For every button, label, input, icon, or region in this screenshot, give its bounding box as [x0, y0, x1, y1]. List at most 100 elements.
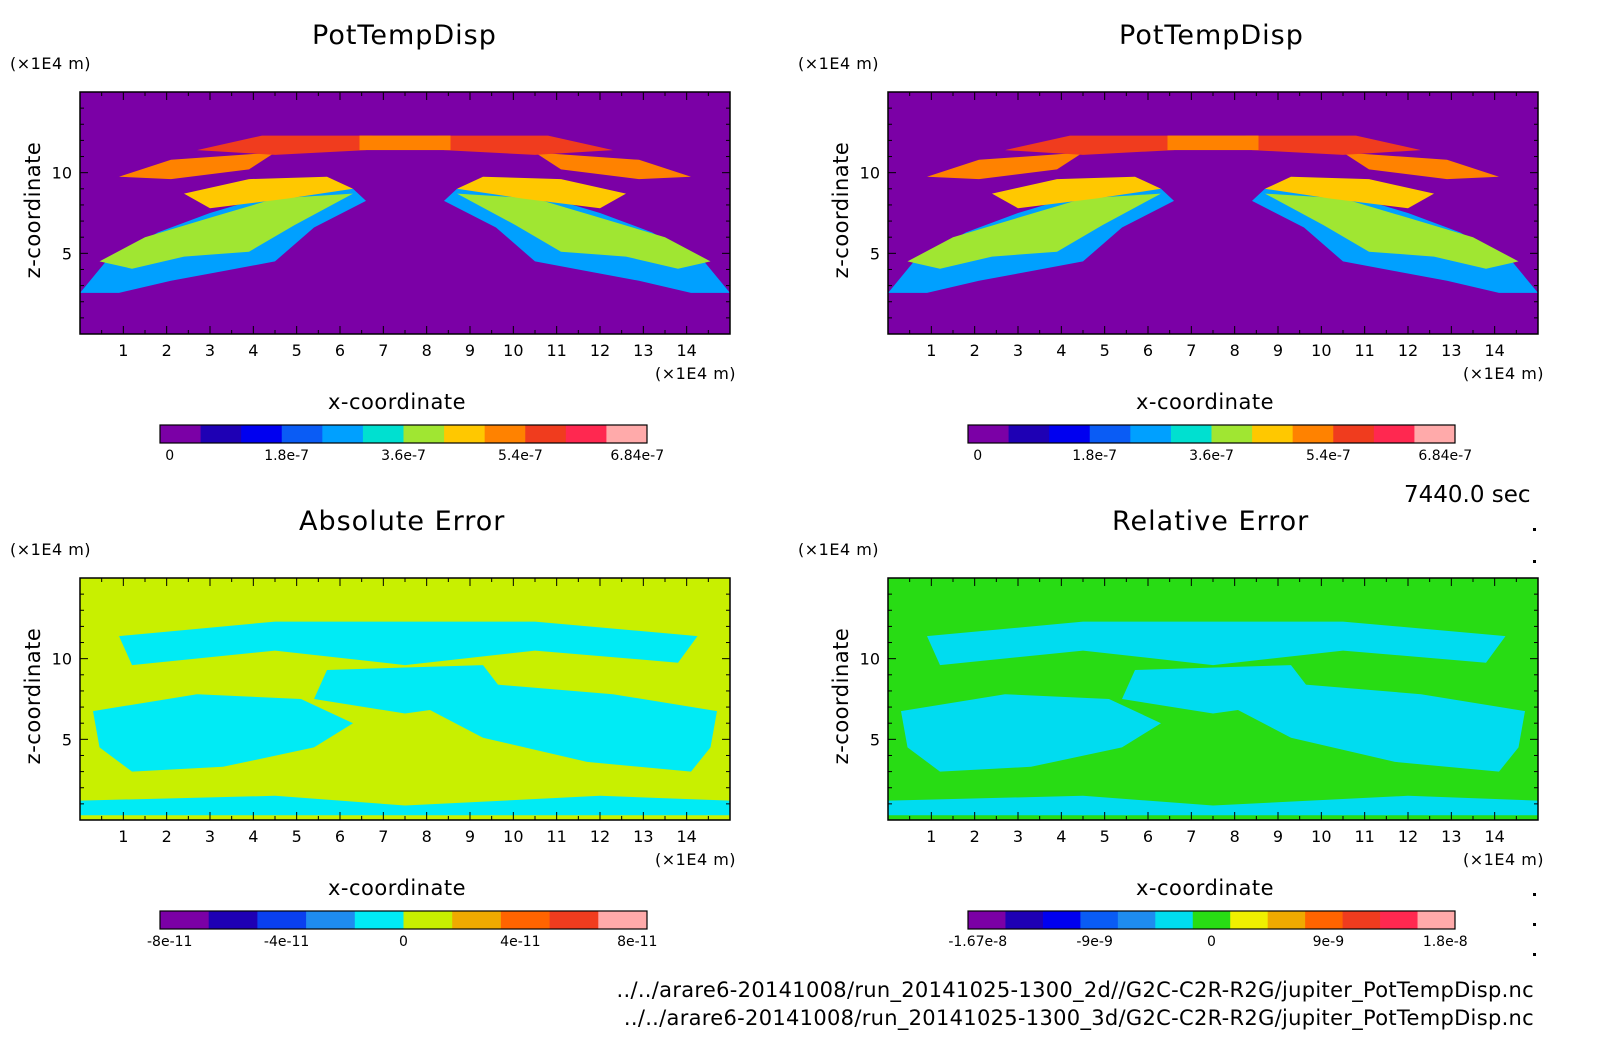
- x-tick-label: 14: [1484, 827, 1504, 846]
- y-tick-label: 10: [52, 164, 72, 183]
- colorbar-swatch: [1155, 911, 1194, 929]
- x-tick-label: 13: [633, 341, 653, 360]
- colorbar-label: 1.8e-8: [1423, 934, 1468, 950]
- colorbar-swatch: [1192, 911, 1231, 929]
- colorbar-swatch: [160, 911, 210, 929]
- panel-4-title: Relative Error: [1112, 506, 1310, 537]
- x-tick-label: 9: [1273, 341, 1283, 360]
- colorbar-swatch: [1211, 425, 1253, 443]
- x-tick-label: 10: [503, 341, 523, 360]
- x-tick-label: 8: [422, 341, 432, 360]
- colorbar-swatch: [565, 425, 607, 443]
- colorbar-label: 9e-9: [1313, 934, 1344, 950]
- plume-orange: [927, 152, 1083, 180]
- colorbar-frame: [967, 910, 1456, 930]
- y-tick-label: 10: [860, 164, 880, 183]
- error-band-top: [927, 621, 1506, 666]
- colorbar-swatch: [484, 425, 526, 443]
- y-tick-label: 5: [62, 244, 72, 263]
- colorbar-label: 1.8e-7: [264, 448, 309, 464]
- colorbar-swatch: [160, 425, 202, 443]
- x-tick-label: 1: [118, 827, 128, 846]
- x-tick-label: 6: [335, 341, 345, 360]
- x-tick-label: 4: [1056, 827, 1066, 846]
- colorbar-swatch: [208, 911, 258, 929]
- margin-dot: [1533, 528, 1536, 531]
- colorbar-swatch: [322, 425, 364, 443]
- x-tick-label: 2: [970, 341, 980, 360]
- panel-2-xlabel: x-coordinate: [1136, 390, 1275, 414]
- x-tick-label: 7: [1186, 827, 1196, 846]
- y-tick-label: 10: [860, 650, 880, 669]
- colorbar-label: -1.67e-8: [948, 934, 1007, 950]
- plume-mid: [99, 193, 353, 269]
- colorbar-swatch: [1305, 911, 1344, 929]
- colorbar-label: -9e-9: [1076, 934, 1113, 950]
- x-tick-label: 2: [162, 827, 172, 846]
- colorbar-swatch: [1170, 425, 1212, 443]
- x-tick-label: 12: [590, 341, 610, 360]
- x-tick-label: 5: [1100, 827, 1110, 846]
- colorbar-label: 0: [973, 448, 982, 464]
- panel-4-y-unit: (×1E4 m): [798, 540, 880, 559]
- x-tick-label: 2: [162, 341, 172, 360]
- colorbar-swatch: [257, 911, 307, 929]
- colorbar-label: 4e-11: [500, 934, 540, 950]
- x-tick-label: 14: [1484, 341, 1504, 360]
- x-tick-label: 1: [926, 341, 936, 360]
- panel-3-y-unit: (×1E4 m): [10, 540, 92, 559]
- x-tick-label: 6: [1143, 341, 1153, 360]
- x-tick-label: 12: [590, 827, 610, 846]
- timestamp: 7440.0 sec: [1404, 482, 1531, 508]
- colorbar-label: -8e-11: [147, 934, 192, 950]
- colorbar-swatch: [1292, 425, 1334, 443]
- colorbar-label: 1.8e-7: [1072, 448, 1117, 464]
- x-tick-label: 13: [1441, 827, 1461, 846]
- y-tick-label: 5: [870, 730, 880, 749]
- colorbar-swatch: [1049, 425, 1091, 443]
- plume-red: [197, 135, 373, 155]
- panel-1-y-unit: (×1E4 m): [10, 54, 92, 73]
- colorbar-swatch: [403, 911, 453, 929]
- plume-warm: [992, 176, 1161, 209]
- colorbar-swatch: [606, 425, 648, 443]
- panel-1-x-unit: (×1E4 m): [655, 364, 737, 383]
- plume-warm: [1265, 176, 1434, 209]
- plume-orange: [535, 152, 691, 180]
- x-tick-label: 6: [1143, 827, 1153, 846]
- y-tick-label: 5: [870, 244, 880, 263]
- x-tick-label: 7: [1186, 341, 1196, 360]
- colorbar-swatch: [1005, 911, 1044, 929]
- y-tick-label: 5: [62, 730, 72, 749]
- x-tick-label: 11: [1354, 341, 1374, 360]
- colorbar-swatch: [1417, 911, 1456, 929]
- panel-4-xlabel: x-coordinate: [1136, 876, 1275, 900]
- panel-2-title: PotTempDisp: [1119, 20, 1304, 51]
- plume-warm: [184, 176, 353, 209]
- colorbar-swatch: [444, 425, 486, 443]
- panel-3-x-unit: (×1E4 m): [655, 850, 737, 869]
- colorbar-frame: [967, 424, 1456, 444]
- x-tick-label: 4: [248, 341, 258, 360]
- x-tick-label: 4: [248, 827, 258, 846]
- x-tick-label: 11: [1354, 827, 1374, 846]
- colorbar-swatch: [1008, 425, 1050, 443]
- colorbar-swatch: [1267, 911, 1306, 929]
- x-tick-label: 3: [205, 827, 215, 846]
- x-tick-label: 10: [503, 827, 523, 846]
- colorbar-swatch: [968, 425, 1010, 443]
- error-band-bottom: [80, 795, 730, 816]
- error-band-center: [314, 665, 509, 714]
- x-tick-label: 8: [1230, 341, 1240, 360]
- x-tick-label: 7: [378, 827, 388, 846]
- colorbar-swatch: [1414, 425, 1456, 443]
- plume-red: [437, 135, 613, 155]
- colorbar-label: -4e-11: [264, 934, 309, 950]
- colorbar-label: 0: [1207, 934, 1216, 950]
- plume-mid: [457, 193, 711, 269]
- colorbar-label: 6.84e-7: [610, 448, 664, 464]
- colorbar-swatch: [200, 425, 242, 443]
